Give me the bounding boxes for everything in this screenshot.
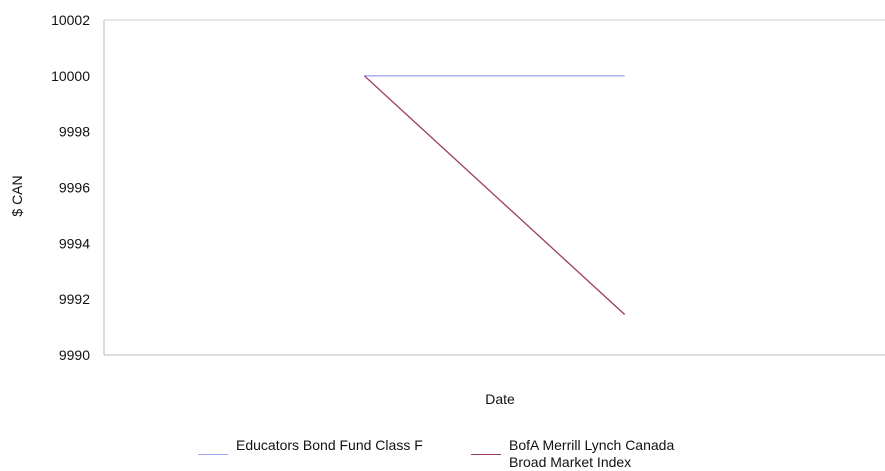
x-axis-label: Date: [485, 391, 515, 407]
chart-series: [363, 75, 626, 315]
chart-legend: Educators Bond Fund Class F BofA Merrill…: [198, 437, 709, 471]
y-tick-label: 9994: [59, 235, 90, 251]
y-tick-label: 9992: [59, 291, 90, 307]
chart-axes: [103, 19, 885, 356]
legend-item-bofa-merrill-lynch-index: BofA Merrill Lynch Canada Broad Market I…: [471, 437, 709, 471]
y-axis-label: $ CAN: [9, 175, 25, 216]
legend-item-educators-bond-fund: Educators Bond Fund Class F: [198, 437, 451, 471]
y-tick-label: 9996: [59, 180, 90, 196]
legend-label-educators-bond-fund: Educators Bond Fund Class F: [236, 437, 423, 453]
y-tick-label: 10002: [51, 12, 90, 28]
y-tick-label: 10000: [51, 68, 90, 84]
legend-swatch-bofa-merrill-lynch-index: [471, 454, 501, 455]
series-line-1: [363, 75, 626, 315]
y-tick-label: 9990: [59, 347, 90, 363]
legend-swatch-educators-bond-fund: [198, 454, 228, 455]
y-tick-labels: 9990 9992 9994 9996 9998 10000 10002: [51, 12, 90, 363]
y-tick-label: 9998: [59, 124, 90, 140]
legend-label-bofa-merrill-lynch-index: BofA Merrill Lynch Canada Broad Market I…: [509, 437, 675, 470]
